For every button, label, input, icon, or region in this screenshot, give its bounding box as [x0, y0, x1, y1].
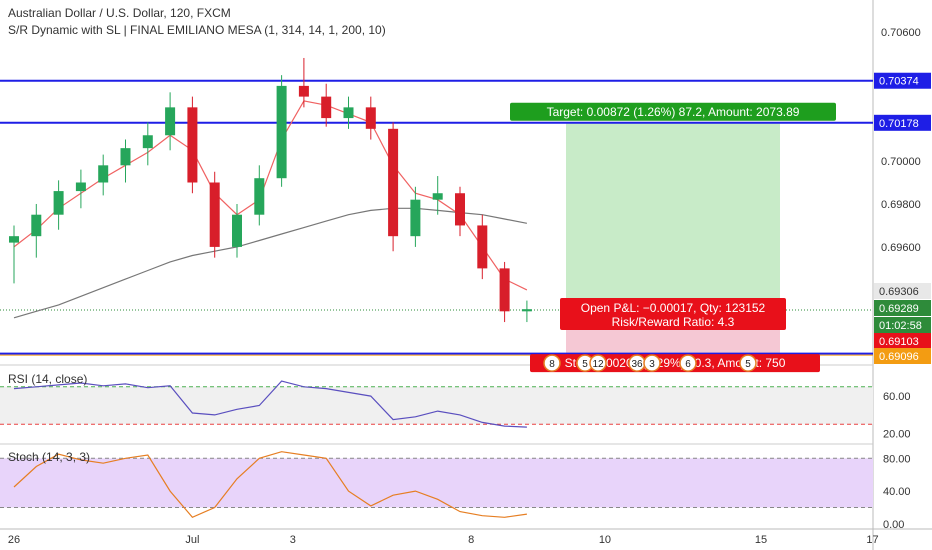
- stop-amount-label: Stop: 0.00203 (0.29%) 20.3, Amount: 750: [565, 356, 786, 370]
- candle-body: [477, 225, 488, 269]
- candle-body: [432, 193, 443, 200]
- rsi-tick-label: 60.00: [883, 391, 911, 403]
- last-price-bg: [874, 283, 931, 299]
- event-marker-count: 12: [592, 359, 604, 370]
- time-tick-label: 3: [290, 534, 296, 546]
- candle-body: [388, 128, 399, 237]
- candle-body: [521, 309, 532, 312]
- event-marker: [543, 354, 561, 372]
- resistance-1-label: 0.70374: [879, 76, 919, 88]
- candle-body: [75, 182, 86, 192]
- indicator-title: S/R Dynamic with SL | FINAL EMILIANO MES…: [8, 23, 386, 37]
- candle-body: [365, 107, 376, 129]
- event-marker-count: 3: [649, 359, 655, 370]
- candle-body: [321, 96, 332, 119]
- event-marker-count: 36: [631, 359, 643, 370]
- candle-body: [276, 85, 287, 179]
- candle-body: [142, 135, 153, 149]
- candle-body: [410, 199, 421, 237]
- time-tick-label: 15: [755, 534, 767, 546]
- candle-body: [298, 85, 309, 97]
- countdown: 01:02:58: [879, 320, 922, 332]
- candle-body: [232, 214, 242, 247]
- pnl-label-bg: [560, 298, 786, 331]
- resistance-2-label-bg: [874, 114, 931, 131]
- profit-zone: [566, 122, 780, 314]
- candle-body: [254, 178, 265, 215]
- candle-body: [499, 268, 510, 312]
- candle-body: [53, 191, 64, 215]
- rr-label: Risk/Reward Ratio: 4.3: [612, 315, 735, 329]
- stop-label-bg: [874, 348, 931, 364]
- event-marker-count: 5: [745, 359, 751, 370]
- time-tick-label: 17: [866, 534, 878, 546]
- entry-price-bg: [874, 300, 931, 316]
- event-marker: [739, 354, 757, 372]
- event-marker: [589, 354, 607, 372]
- event-marker-count: 6: [685, 359, 691, 370]
- price-tick-label: 0.69800: [881, 199, 921, 211]
- rsi-band: [0, 386, 873, 425]
- stoch-line: [13, 451, 527, 519]
- event-marker: [679, 354, 697, 372]
- candle-body: [455, 193, 465, 226]
- candle-body: [343, 107, 354, 119]
- candle-body: [9, 236, 19, 243]
- rsi-title: RSI (14, close): [8, 372, 87, 386]
- price-tick-label: 0.69600: [881, 242, 921, 254]
- resistance-2-label: 0.70178: [879, 118, 919, 130]
- rsi-tick-label: 20.00: [883, 429, 911, 441]
- event-marker-count: 5: [582, 359, 588, 370]
- event-marker: [643, 354, 661, 372]
- pnl-label: Open P&L: −0.00017, Qty: 123152: [581, 301, 766, 315]
- price-tick-label: 0.70600: [881, 27, 921, 39]
- time-tick-label: 8: [468, 534, 474, 546]
- candle-body: [165, 107, 176, 136]
- candle-body: [120, 148, 131, 166]
- stoch-title: Stoch (14, 3, 3): [8, 450, 90, 464]
- candle-body: [187, 107, 198, 183]
- stop-label: 0.69096: [879, 351, 919, 363]
- countdown-bg: [874, 317, 931, 333]
- support-label-bg: [874, 333, 931, 349]
- target-label: Target: 0.00872 (1.26%) 87.2, Amount: 20…: [547, 105, 800, 119]
- time-tick-label: Jul: [185, 534, 199, 546]
- entry-price: 0.69289: [879, 303, 919, 315]
- rsi-line: [13, 380, 527, 428]
- support-label: 0.69103: [879, 336, 919, 348]
- stoch-tick-label: 0.00: [883, 519, 904, 531]
- sma-long-line: [13, 207, 528, 319]
- candle-body: [31, 214, 42, 237]
- event-marker-count: 8: [549, 359, 555, 370]
- stoch-tick-label: 40.00: [883, 486, 911, 498]
- resistance-1-label-bg: [874, 72, 931, 89]
- candle-body: [98, 165, 109, 183]
- symbol-title: Australian Dollar / U.S. Dollar, 120, FX…: [8, 6, 231, 20]
- time-tick-label: 10: [599, 534, 611, 546]
- price-tick-label: 0.70000: [881, 156, 921, 168]
- stoch-tick-label: 80.00: [883, 453, 911, 465]
- time-tick-label: 26: [8, 534, 20, 546]
- target-label-bg: [510, 102, 836, 121]
- last-price: 0.69306: [879, 286, 919, 298]
- stoch-band: [0, 458, 873, 508]
- candle-body: [209, 182, 220, 247]
